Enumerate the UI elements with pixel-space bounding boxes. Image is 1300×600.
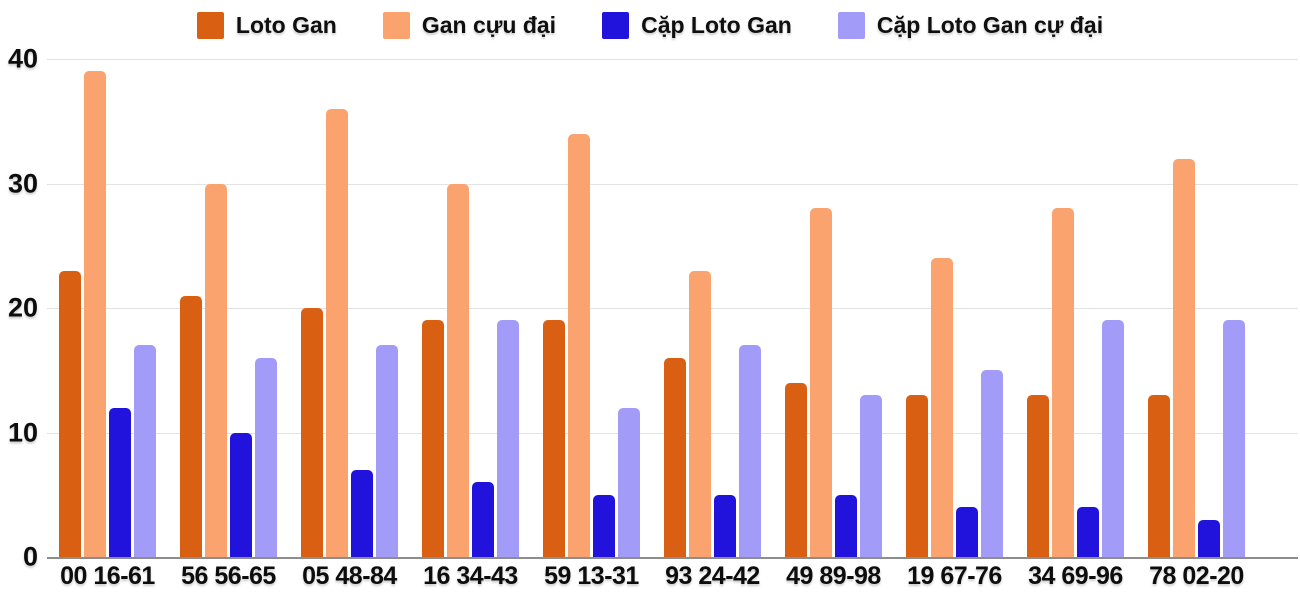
bar-group-56-56-65	[168, 59, 289, 557]
bar-gan-cuu-ai[interactable]	[1173, 158, 1195, 557]
bar-cap-loto-gan-cu-ai[interactable]	[1102, 320, 1124, 557]
bar-cap-loto-gan[interactable]	[956, 507, 978, 557]
gridline-40	[47, 59, 1298, 60]
legend-item-gan-cuu-ai[interactable]: Gan cựu đại	[382, 11, 557, 39]
bar-cap-loto-gan[interactable]	[835, 494, 857, 557]
x-tick-label-59-13-31: 59 13-31	[544, 562, 639, 590]
x-tick-label-78-02-20: 78 02-20	[1149, 562, 1244, 590]
bar-group-78-02-20	[1136, 59, 1257, 557]
bar-loto-gan[interactable]	[906, 395, 928, 557]
bar-loto-gan[interactable]	[301, 308, 323, 557]
bar-group-93-24-42	[652, 59, 773, 557]
bar-gan-cuu-ai[interactable]	[447, 183, 469, 557]
bar-group-16-34-43	[410, 59, 531, 557]
bar-cap-loto-gan[interactable]	[1198, 519, 1220, 557]
bar-gan-cuu-ai[interactable]	[931, 258, 953, 557]
bar-group-19-67-76	[894, 59, 1015, 557]
bar-cap-loto-gan-cu-ai[interactable]	[618, 407, 640, 557]
bar-gan-cuu-ai[interactable]	[689, 270, 711, 557]
y-tick-label-30: 30	[7, 168, 38, 198]
legend-label: Loto Gan	[235, 11, 337, 38]
bar-group-34-69-96	[1015, 59, 1136, 557]
bar-cap-loto-gan-cu-ai[interactable]	[1223, 320, 1245, 557]
bar-group-05-48-84	[289, 59, 410, 557]
x-tick-label-34-69-96: 34 69-96	[1028, 562, 1123, 590]
y-tick-label-0: 0	[22, 541, 38, 572]
bar-gan-cuu-ai[interactable]	[568, 133, 590, 557]
legend-label: Gan cựu đại	[421, 11, 557, 38]
bar-gan-cuu-ai[interactable]	[326, 108, 348, 557]
legend-swatch-icon	[837, 11, 865, 39]
legend-swatch-icon	[602, 11, 630, 39]
bar-cap-loto-gan-cu-ai[interactable]	[860, 395, 882, 557]
bar-loto-gan[interactable]	[59, 270, 81, 557]
bar-cap-loto-gan[interactable]	[351, 469, 373, 557]
x-axis-labels: 00 16-61 56 56-65 05 48-84 16 34-43 59 13-31…	[47, 562, 1257, 591]
legend-item-cap-loto-gan[interactable]: Cặp Loto Gan	[602, 11, 792, 39]
bar-gan-cuu-ai[interactable]	[205, 183, 227, 557]
y-tick-label-20: 20	[7, 292, 38, 323]
bar-loto-gan[interactable]	[1148, 395, 1170, 557]
bar-loto-gan[interactable]	[180, 295, 202, 557]
legend-item-loto-gan[interactable]: Loto Gan	[196, 11, 337, 39]
bar-loto-gan[interactable]	[785, 382, 807, 557]
y-tick-label-40: 40	[7, 43, 38, 74]
bar-cap-loto-gan[interactable]	[230, 432, 252, 557]
bar-loto-gan[interactable]	[664, 357, 686, 557]
bar-loto-gan[interactable]	[422, 320, 444, 557]
bar-cap-loto-gan[interactable]	[593, 494, 615, 557]
x-tick-label-56-56-65: 56 56-65	[181, 562, 276, 590]
plot-area	[47, 59, 1298, 559]
bar-loto-gan[interactable]	[543, 320, 565, 557]
bar-cap-loto-gan-cu-ai[interactable]	[255, 357, 277, 557]
legend-label: Cặp Loto Gan	[641, 11, 792, 38]
bar-cap-loto-gan-cu-ai[interactable]	[981, 370, 1003, 557]
bar-gan-cuu-ai[interactable]	[1052, 208, 1074, 557]
bar-gan-cuu-ai[interactable]	[84, 71, 106, 557]
x-tick-label-05-48-84: 05 48-84	[302, 562, 397, 590]
bar-group-59-13-31	[531, 59, 652, 557]
bar-cap-loto-gan-cu-ai[interactable]	[739, 345, 761, 557]
legend-item-cap-loto-gan-cu-ai[interactable]: Cặp Loto Gan cự đại	[837, 11, 1104, 39]
x-tick-label-19-67-76: 19 67-76	[907, 562, 1002, 590]
x-tick-label-93-24-42: 93 24-42	[665, 562, 760, 590]
x-tick-label-00-16-61: 00 16-61	[60, 562, 155, 590]
bar-cap-loto-gan[interactable]	[714, 494, 736, 557]
bar-group-00-16-61	[47, 59, 168, 557]
bar-cap-loto-gan[interactable]	[472, 482, 494, 557]
bar-cap-loto-gan-cu-ai[interactable]	[134, 345, 156, 557]
gridline-30	[47, 183, 1298, 185]
bar-group-49-89-98	[773, 59, 894, 557]
legend-label: Cặp Loto Gan cự đại	[876, 11, 1104, 38]
legend-swatch-icon	[196, 11, 224, 39]
y-tick-label-10: 10	[7, 417, 38, 447]
x-tick-label-16-34-43: 16 34-43	[423, 562, 518, 590]
bar-cap-loto-gan[interactable]	[109, 407, 131, 557]
bar-loto-gan[interactable]	[1027, 395, 1049, 557]
chart-legend: Loto Gan Gan cựu đại Cặp Loto Gan Cặp Loto …	[0, 6, 1300, 44]
bar-cap-loto-gan[interactable]	[1077, 507, 1099, 557]
legend-swatch-icon	[382, 11, 410, 39]
bar-cap-loto-gan-cu-ai[interactable]	[376, 345, 398, 557]
gridline-20	[47, 308, 1298, 309]
bar-cap-loto-gan-cu-ai[interactable]	[497, 320, 519, 557]
bar-groups	[47, 59, 1257, 557]
x-tick-label-49-89-98: 49 89-98	[786, 562, 881, 590]
bar-gan-cuu-ai[interactable]	[810, 208, 832, 557]
